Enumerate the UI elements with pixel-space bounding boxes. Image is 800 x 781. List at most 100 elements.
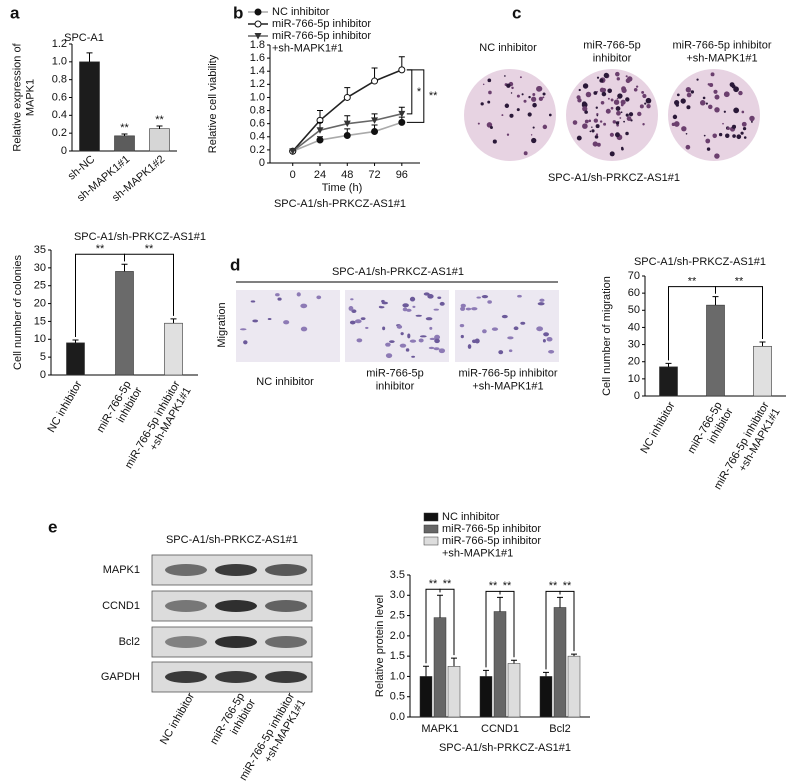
colony <box>607 97 610 100</box>
y-tick-label: 0.2 <box>250 144 265 156</box>
migrated-cell <box>267 317 272 320</box>
bar <box>433 617 447 718</box>
migrated-cell <box>275 293 280 297</box>
migrated-cell <box>382 326 386 331</box>
migrated-cell <box>498 350 504 355</box>
colony <box>733 107 740 114</box>
y-tick-label: 1.2 <box>52 38 67 50</box>
migrated-cell <box>487 300 492 304</box>
y-axis-label: Cell number of migration <box>601 276 613 396</box>
colony <box>712 133 717 139</box>
blot-lane-label: NC inhibitor <box>158 691 197 747</box>
colony-label: miR-766-5p inhibitor +sh-MAPK1#1 <box>672 40 771 65</box>
text-line: MAPK1 <box>24 79 36 116</box>
colony <box>487 78 492 83</box>
colony <box>487 100 491 104</box>
marker <box>343 93 351 101</box>
colony <box>593 91 598 95</box>
colony <box>477 122 480 125</box>
migrated-cell <box>427 294 434 299</box>
legend-label: NC inhibitor <box>442 511 500 523</box>
colony <box>635 85 639 88</box>
colony <box>596 114 599 117</box>
y-tick-label: 1.0 <box>390 670 405 682</box>
text-line: inhibitor <box>593 52 632 64</box>
colony <box>686 105 691 110</box>
error-bar <box>497 596 503 612</box>
text-line: Relative expression of <box>12 42 24 151</box>
colony <box>607 88 612 94</box>
colony <box>601 88 607 93</box>
colony <box>595 106 598 109</box>
migrated-cell <box>543 332 550 337</box>
legend-marker <box>254 8 262 16</box>
colony <box>531 137 537 144</box>
colony <box>740 131 744 135</box>
x-tick-label: Bcl2 <box>549 723 570 735</box>
blot-band <box>165 564 207 576</box>
migrated-cell <box>402 307 408 312</box>
text-line: inhibitor <box>376 380 415 392</box>
x-tick-label: NC inhibitor <box>45 379 84 435</box>
migrated-cell <box>418 338 424 343</box>
migrated-cell <box>365 326 369 329</box>
colony <box>639 104 644 109</box>
error-bar <box>156 125 163 129</box>
migrated-cell <box>517 294 522 298</box>
error-bar <box>665 362 672 367</box>
colony <box>671 122 676 127</box>
significance-label: ** <box>120 122 129 134</box>
error-bar <box>543 671 549 677</box>
y-tick-label: 0 <box>634 390 640 402</box>
colony <box>625 113 629 117</box>
y-tick-label: 3.0 <box>390 589 405 601</box>
migrated-cell <box>434 334 441 340</box>
colony <box>714 107 720 113</box>
error-bar <box>557 596 563 608</box>
text-line: +sh-MAPK1#1 <box>686 52 757 64</box>
x-tick-label: 96 <box>396 169 408 181</box>
colony <box>501 114 504 117</box>
colony <box>519 76 522 79</box>
bar <box>507 663 521 718</box>
blot-row-label: GAPDH <box>101 671 140 683</box>
y-tick-label: 60 <box>628 287 640 299</box>
colony <box>599 78 603 82</box>
colony <box>741 121 747 127</box>
migration-field <box>455 290 559 362</box>
colony <box>623 120 625 123</box>
panel-label: e <box>48 517 57 536</box>
migrated-cell <box>482 329 487 334</box>
migrated-cell <box>411 355 416 358</box>
legend-swatch <box>423 512 439 522</box>
legend-label: miR-766-5p inhibitor <box>442 523 541 535</box>
colony <box>538 96 543 101</box>
text-line: miR-766-5p inhibitor <box>442 535 541 547</box>
colony <box>617 93 623 99</box>
colony <box>723 91 730 98</box>
colony <box>523 99 527 103</box>
colony <box>644 102 647 105</box>
migration-row-label: Migration <box>216 302 228 347</box>
y-tick-label: 0.4 <box>52 109 67 121</box>
colony <box>696 78 699 81</box>
error-bar <box>759 341 766 347</box>
colony <box>722 122 724 125</box>
colony <box>578 88 581 92</box>
text-line: +sh-MAPK1#1 <box>472 380 543 392</box>
colony <box>615 132 620 138</box>
migrated-cell <box>360 317 366 321</box>
marker <box>316 127 324 134</box>
x-tick-label: miR-766-5pinhibitor <box>94 379 144 441</box>
text-line: miR-766-5p <box>583 40 640 52</box>
y-tick-label: 0.4 <box>250 131 265 143</box>
blot-band <box>215 671 257 683</box>
migrated-cell <box>396 324 403 329</box>
migrated-cell <box>378 306 385 309</box>
colony <box>504 75 506 77</box>
marker <box>398 66 406 74</box>
colony <box>510 92 513 94</box>
colony <box>542 124 548 130</box>
comparison-label: ** <box>443 578 452 590</box>
